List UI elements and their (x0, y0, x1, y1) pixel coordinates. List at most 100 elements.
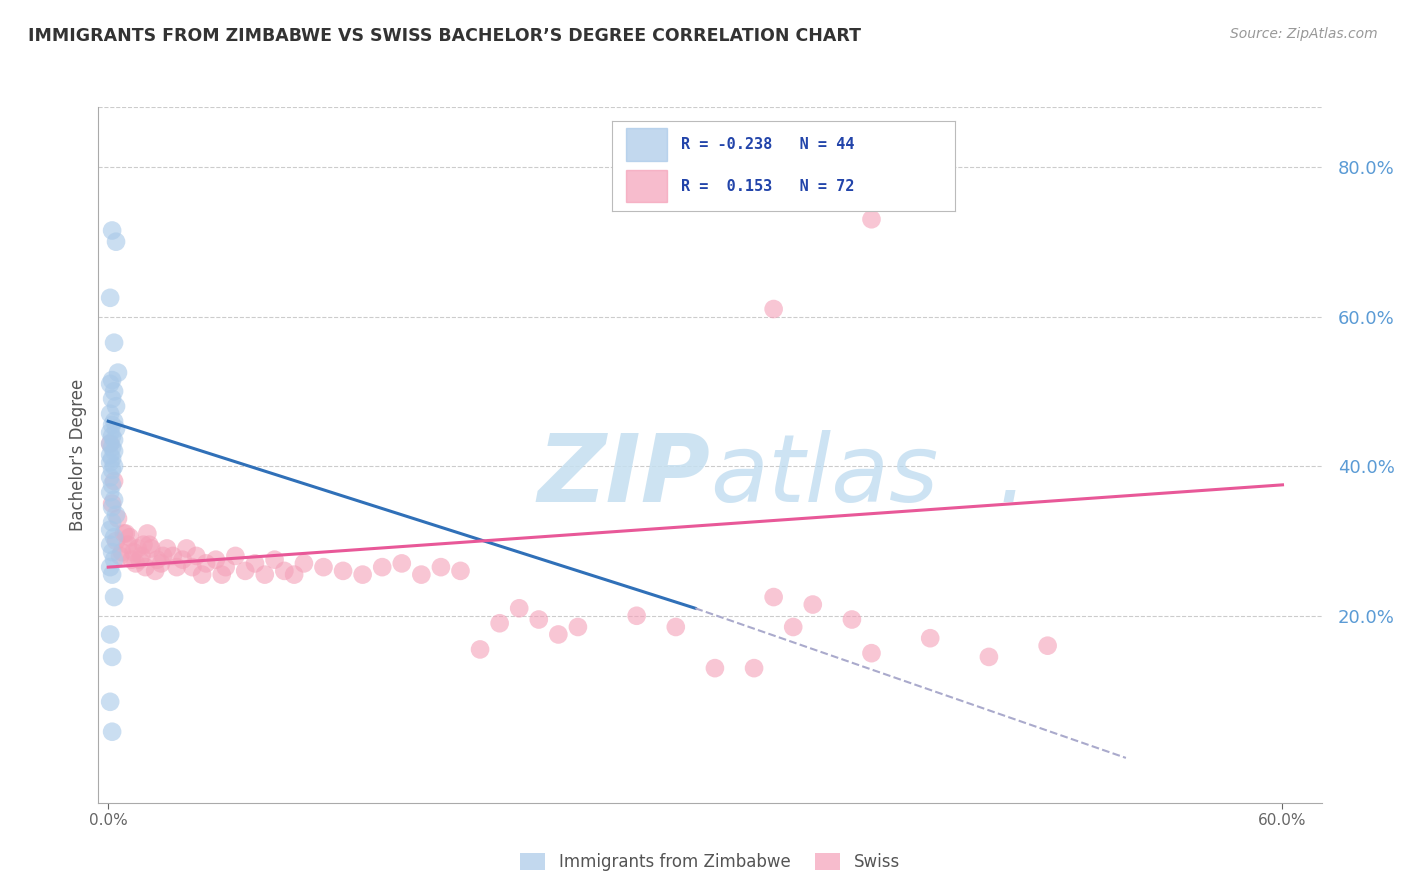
Point (488, 616, 510, 631)
Point (103, 433, 125, 447)
Point (108, 549, 131, 563)
Point (101, 649, 124, 664)
Point (977, 649, 1000, 664)
Point (98, 523, 121, 537)
Point (742, 661, 765, 675)
Point (214, 560, 236, 574)
Point (103, 444, 125, 458)
Point (98, 436, 121, 450)
Point (146, 552, 169, 566)
Point (103, 552, 125, 566)
Point (547, 627, 569, 641)
Point (273, 564, 295, 578)
Point (205, 552, 228, 566)
Point (508, 601, 530, 615)
Point (283, 567, 305, 582)
Point (762, 301, 785, 316)
Point (127, 541, 149, 556)
Text: .: . (997, 430, 1028, 521)
Point (103, 335, 125, 350)
Point (98, 376, 121, 391)
Point (860, 212, 883, 227)
Point (141, 541, 163, 556)
Text: ZIP: ZIP (537, 430, 710, 522)
Point (105, 422, 128, 436)
Point (131, 549, 153, 563)
Point (98, 455, 121, 469)
Point (107, 511, 129, 525)
Point (841, 613, 863, 627)
Point (132, 538, 155, 552)
Point (98, 291, 121, 305)
Point (762, 590, 785, 604)
Point (118, 530, 141, 544)
Point (98, 448, 121, 462)
Point (567, 620, 589, 634)
Point (233, 564, 256, 578)
Point (124, 557, 146, 571)
Point (101, 463, 124, 477)
Point (253, 567, 276, 582)
Point (312, 560, 335, 574)
Point (782, 620, 804, 634)
Point (801, 598, 824, 612)
Point (101, 497, 124, 511)
Point (191, 567, 214, 582)
Point (103, 530, 125, 544)
Point (626, 608, 648, 623)
Point (101, 373, 124, 387)
Point (138, 538, 160, 552)
Point (101, 223, 124, 237)
Point (211, 567, 233, 582)
Point (111, 545, 134, 559)
Point (101, 500, 124, 515)
Text: Source: ZipAtlas.com: Source: ZipAtlas.com (1230, 27, 1378, 41)
Point (101, 478, 124, 492)
Point (292, 557, 315, 571)
Point (105, 508, 128, 522)
Legend: Immigrants from Zimbabwe, Swiss: Immigrants from Zimbabwe, Swiss (513, 847, 907, 878)
Point (98, 470, 121, 484)
Point (107, 366, 129, 380)
Point (98, 560, 121, 574)
Point (181, 560, 204, 574)
Point (101, 451, 124, 466)
Point (527, 613, 550, 627)
Point (134, 560, 156, 574)
Point (195, 557, 218, 571)
Point (101, 545, 124, 559)
Point (117, 538, 139, 552)
Point (430, 560, 453, 574)
Point (101, 567, 124, 582)
Point (166, 560, 188, 574)
Point (101, 429, 124, 443)
Point (920, 631, 942, 645)
Y-axis label: Bachelor's Degree: Bachelor's Degree (69, 379, 87, 531)
Point (98, 485, 121, 500)
Point (98, 627, 121, 641)
Point (101, 515, 124, 529)
Point (411, 567, 433, 582)
Text: atlas: atlas (710, 430, 938, 521)
Point (150, 557, 173, 571)
Point (98, 425, 121, 440)
Point (98, 538, 121, 552)
Point (391, 557, 413, 571)
Point (371, 560, 394, 574)
Point (665, 620, 688, 634)
Point (103, 414, 125, 428)
Point (703, 661, 725, 675)
Point (98, 695, 121, 709)
Point (156, 541, 179, 556)
Point (112, 526, 135, 541)
Point (101, 392, 124, 406)
Point (98, 407, 121, 421)
Point (105, 399, 128, 413)
Point (101, 724, 124, 739)
Point (103, 459, 125, 474)
Point (332, 564, 354, 578)
Point (143, 564, 166, 578)
Point (105, 235, 128, 249)
Point (263, 552, 285, 566)
Point (468, 642, 491, 657)
